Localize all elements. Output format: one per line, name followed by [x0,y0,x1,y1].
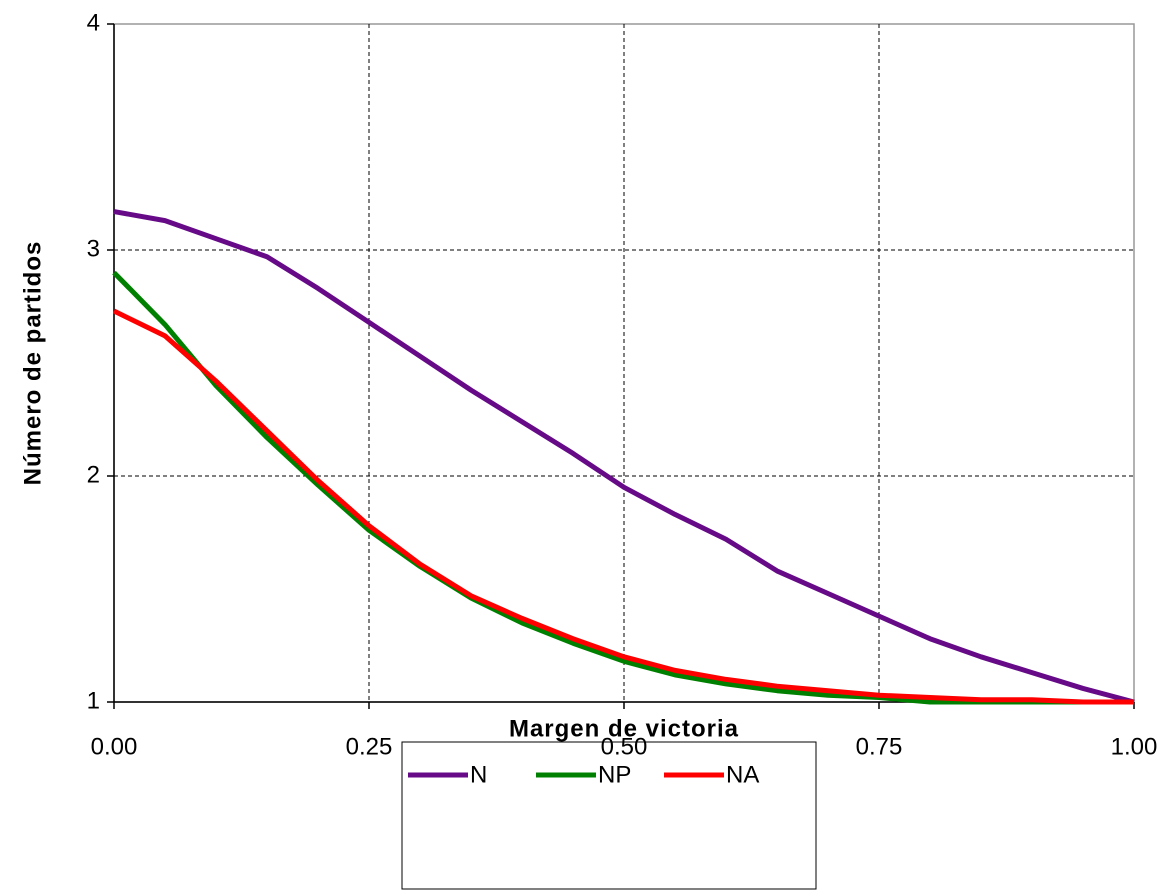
x-tick-label: 0.50 [601,733,648,760]
y-axis-title: Número de partidos [19,241,46,486]
y-tick-label: 3 [87,235,100,262]
legend-label: NP [598,761,631,788]
x-tick-label: 1.00 [1111,733,1158,760]
x-tick-label: 0.25 [346,733,393,760]
x-axis-title: Margen de victoria [509,715,739,742]
x-tick-label: 0.75 [856,733,903,760]
legend-box [401,741,817,890]
y-tick-label: 2 [87,461,100,488]
series-line [112,270,1134,705]
x-tick-label: 0.00 [91,733,138,760]
series-line [112,308,1134,705]
y-tick-label: 1 [87,687,100,714]
legend-label: NA [726,761,759,788]
series-line [113,209,1135,705]
legend-label: N [470,761,487,788]
y-tick-label: 4 [87,9,100,36]
